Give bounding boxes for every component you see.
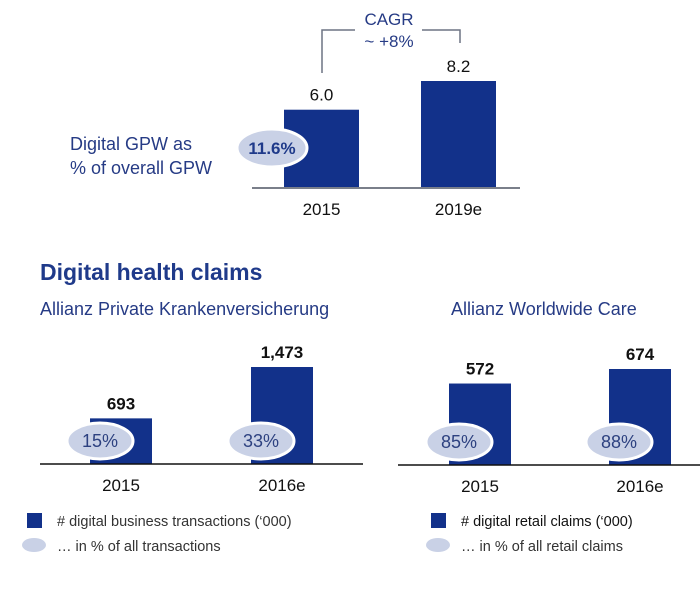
category-label: 2016e <box>616 477 663 496</box>
category-label: 2015 <box>102 476 140 495</box>
percentage-badge <box>235 127 309 169</box>
legend-label-bar: # digital business transactions (‘000) <box>57 514 292 530</box>
value-label: 1,473 <box>261 343 304 362</box>
percentage-badge-text: 85% <box>441 432 477 452</box>
percentage-badge <box>584 422 654 462</box>
gpw-label-line1: Digital GPW as <box>70 134 193 154</box>
legend-label-percent: … in % of all retail claims <box>461 539 623 555</box>
legend-swatch-percent <box>22 538 46 552</box>
cagr-title: CAGR <box>364 10 413 29</box>
percentage-badge-text: 11.6% <box>248 139 295 158</box>
category-label: 2019e <box>435 200 482 219</box>
percentage-badge-text: 33% <box>243 431 279 451</box>
cagr-bracket-right <box>422 29 461 43</box>
chart-title-awc: Allianz Worldwide Care <box>451 299 637 319</box>
percentage-badge <box>65 421 135 461</box>
chart-title-apkv: Allianz Private Krankenversicherung <box>40 299 330 319</box>
section-title: Digital health claims <box>40 259 263 285</box>
bar-0-2019e <box>421 81 496 188</box>
value-label: 693 <box>107 394 135 413</box>
legend-label-percent: … in % of all transactions <box>57 539 221 555</box>
category-label: 2015 <box>303 200 341 219</box>
category-label: 2015 <box>461 477 499 496</box>
percentage-badge <box>424 422 494 462</box>
cagr-bracket-left <box>321 29 355 73</box>
value-label: 8.2 <box>447 57 471 76</box>
legend-swatch-bar <box>431 513 446 528</box>
value-label: 674 <box>626 345 655 364</box>
category-label: 2016e <box>258 476 305 495</box>
gpw-label-line2: % of overall GPW <box>70 158 213 178</box>
legend-swatch-percent <box>426 538 450 552</box>
percentage-badge <box>226 421 296 461</box>
value-label: 572 <box>466 360 494 379</box>
value-label: 6.0 <box>310 86 334 105</box>
percentage-badge-text: 88% <box>601 432 637 452</box>
legend-swatch-bar <box>27 513 42 528</box>
percentage-badge-text: 15% <box>82 431 118 451</box>
cagr-value: ~ +8% <box>364 32 413 51</box>
gpw-annotation-label: Digital GPW as % of overall GPW <box>70 132 212 180</box>
legend-label-bar: # digital retail claims (‘000) <box>461 514 633 530</box>
